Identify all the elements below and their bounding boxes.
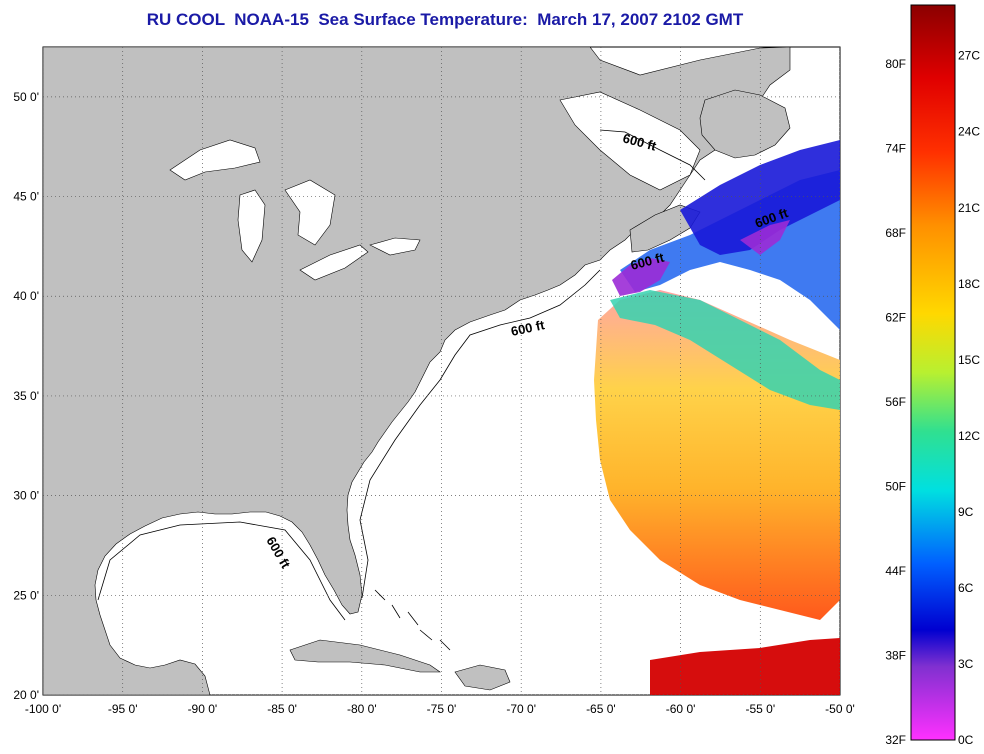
lake-erie	[299, 244, 369, 281]
colorbar-celsius-label: 9C	[958, 505, 974, 519]
lat-tick-label: 45 0'	[13, 190, 39, 204]
lake-huron	[284, 179, 336, 246]
colorbar-fahrenheit-label: 38F	[885, 649, 906, 663]
colorbar-fahrenheit-label: 80F	[885, 57, 906, 71]
lon-tick-label: -75 0'	[427, 702, 457, 716]
cuba-land	[289, 639, 441, 673]
lat-tick-label: 35 0'	[13, 389, 39, 403]
lake-superior	[169, 139, 261, 181]
colorbar-celsius-label: 24C	[958, 125, 980, 139]
lon-tick-label: -55 0'	[745, 702, 775, 716]
colorbar-celsius-label: 6C	[958, 581, 974, 595]
sst-swath	[594, 140, 840, 695]
colorbar-fahrenheit-label: 44F	[885, 564, 906, 578]
lon-tick-label: -100 0'	[25, 702, 61, 716]
lake-michigan	[237, 189, 266, 263]
colorbar-fahrenheit-label: 68F	[885, 226, 906, 240]
colorbar-celsius-label: 27C	[958, 49, 980, 63]
colorbar-fahrenheit-label: 56F	[885, 395, 906, 409]
colorbar	[910, 4, 956, 741]
map-content	[43, 47, 840, 695]
isobath-600ft-north	[599, 129, 706, 181]
lat-tick-label: 25 0'	[13, 588, 39, 602]
north-america-land	[43, 47, 791, 695]
latitude-labels: 50 0' 45 0' 40 0' 35 0' 30 0' 25 0' 20 0'	[13, 90, 39, 702]
colorbar-celsius-label: 3C	[958, 657, 974, 671]
map-title: RU COOL NOAA-15 Sea Surface Temperature:…	[146, 10, 744, 29]
lon-tick-label: -90 0'	[188, 702, 218, 716]
colorbar-fahrenheit-labels: 80F 74F 68F 62F 56F 50F 44F 38F 32F	[885, 57, 906, 747]
lat-tick-label: 50 0'	[13, 90, 39, 104]
lon-tick-label: -70 0'	[506, 702, 536, 716]
graticule	[43, 47, 840, 695]
colorbar-fahrenheit-label: 50F	[885, 480, 906, 494]
lon-tick-label: -80 0'	[347, 702, 377, 716]
colorbar-celsius-label: 15C	[958, 353, 980, 367]
depth-label-4: 600 ft	[510, 317, 547, 339]
colorbar-celsius-label: 0C	[958, 733, 974, 747]
colorbar-fahrenheit-label: 62F	[885, 311, 906, 325]
colorbar-celsius-label: 12C	[958, 429, 980, 443]
nova-scotia-land	[629, 204, 701, 253]
lat-tick-label: 30 0'	[13, 489, 39, 503]
isobath-600ft	[97, 269, 601, 621]
hispaniola-land	[454, 664, 511, 691]
lon-tick-label: -85 0'	[267, 702, 297, 716]
colorbar-celsius-label: 18C	[958, 277, 980, 291]
lon-tick-label: -65 0'	[586, 702, 616, 716]
colorbar-celsius-labels: 27C 24C 21C 18C 15C 12C 9C 6C 3C 0C	[958, 49, 980, 747]
lon-tick-label: -50 0'	[825, 702, 855, 716]
colorbar-celsius-label: 21C	[958, 201, 980, 215]
colorbar-fahrenheit-label: 32F	[885, 733, 906, 747]
lat-tick-label: 40 0'	[13, 289, 39, 303]
colorbar-fahrenheit-label: 74F	[885, 142, 906, 156]
lake-ontario	[369, 237, 421, 256]
lon-tick-label: -95 0'	[108, 702, 138, 716]
lon-tick-label: -60 0'	[666, 702, 696, 716]
lat-tick-label: 20 0'	[13, 688, 39, 702]
newfoundland-land	[699, 89, 791, 159]
gulf-st-lawrence	[559, 91, 701, 191]
longitude-labels: -100 0' -95 0' -90 0' -85 0' -80 0' -75 0' -70…	[25, 702, 855, 716]
